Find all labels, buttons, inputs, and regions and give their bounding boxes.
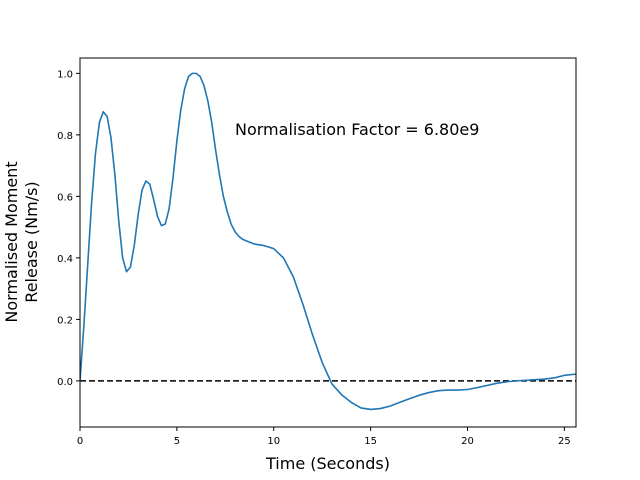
annotation-normalisation-factor: Normalisation Factor = 6.80e9 <box>235 120 479 139</box>
y-tick-label: 0.8 <box>57 131 73 142</box>
x-tick-label: 20 <box>461 436 474 447</box>
x-axis-label: Time (Seconds) <box>265 454 390 473</box>
y-tick-label: 1.0 <box>57 69 73 80</box>
axes-frame <box>79 57 577 428</box>
x-tick-label: 10 <box>267 436 280 447</box>
x-tick-label: 25 <box>558 436 571 447</box>
plot-area <box>80 72 576 411</box>
y-axis-label-line-2: Release (Nm/s) <box>22 181 41 302</box>
y-tick-label: 0.6 <box>57 192 73 203</box>
y-tick-label: 0.4 <box>57 254 73 265</box>
x-tick-label: 15 <box>364 436 377 447</box>
y-tick-label: 0.2 <box>57 315 73 326</box>
series-line-0 <box>80 72 576 411</box>
y-axis-label-line-1: Normalised Moment <box>2 161 21 322</box>
axis-ticks: 0 5 10 15 20 25 0.0 0.2 0.4 0.6 0.8 1.0 <box>57 69 571 447</box>
x-tick-label: 0 <box>77 436 83 447</box>
y-tick-label: 0.0 <box>57 377 73 388</box>
x-tick-label: 5 <box>174 436 180 447</box>
y-axis-label: Normalised Moment Release (Nm/s) <box>2 161 41 322</box>
